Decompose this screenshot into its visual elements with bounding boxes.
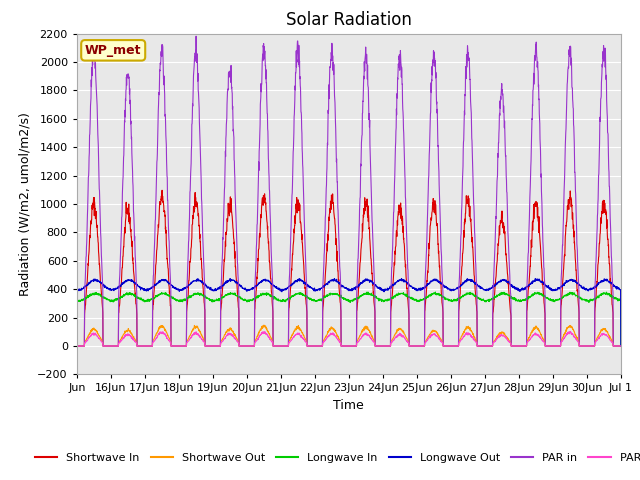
Longwave Out bbox=[127, 278, 135, 284]
Longwave In bbox=[381, 298, 389, 303]
Longwave Out bbox=[543, 283, 551, 289]
Shortwave Out bbox=[260, 322, 268, 328]
X-axis label: Time: Time bbox=[333, 399, 364, 412]
Longwave Out bbox=[245, 287, 253, 292]
PAR out bbox=[513, 343, 520, 349]
Text: WP_met: WP_met bbox=[85, 44, 141, 57]
Line: Shortwave Out: Shortwave Out bbox=[77, 325, 621, 346]
Shortwave Out bbox=[617, 343, 625, 349]
Shortwave In bbox=[245, 343, 253, 349]
Line: PAR in: PAR in bbox=[77, 36, 621, 346]
PAR in bbox=[513, 343, 520, 349]
Shortwave Out bbox=[73, 343, 81, 349]
Longwave Out bbox=[227, 276, 234, 281]
Shortwave In bbox=[609, 343, 617, 349]
PAR in bbox=[381, 343, 389, 349]
PAR out bbox=[244, 343, 252, 349]
PAR in bbox=[73, 343, 81, 349]
Longwave In bbox=[431, 289, 439, 295]
PAR in bbox=[127, 128, 135, 133]
Longwave Out bbox=[381, 286, 389, 292]
Shortwave In bbox=[73, 343, 81, 349]
Longwave Out bbox=[609, 284, 617, 289]
PAR out bbox=[617, 343, 625, 349]
Longwave Out bbox=[73, 287, 81, 293]
Shortwave In bbox=[381, 343, 389, 349]
PAR in bbox=[245, 343, 253, 349]
Longwave In bbox=[127, 290, 135, 296]
Longwave In bbox=[73, 298, 81, 303]
Title: Solar Radiation: Solar Radiation bbox=[286, 11, 412, 29]
PAR out bbox=[73, 343, 81, 349]
Longwave In bbox=[617, 343, 625, 349]
PAR out bbox=[566, 329, 574, 335]
PAR in bbox=[609, 343, 617, 349]
Shortwave In bbox=[617, 343, 625, 349]
Line: PAR out: PAR out bbox=[77, 332, 621, 346]
Line: Longwave In: Longwave In bbox=[77, 292, 621, 346]
Shortwave In bbox=[158, 187, 166, 193]
Shortwave Out bbox=[244, 343, 252, 349]
Shortwave In bbox=[127, 234, 135, 240]
Y-axis label: Radiation (W/m2, umol/m2/s): Radiation (W/m2, umol/m2/s) bbox=[19, 112, 32, 296]
PAR out bbox=[543, 343, 551, 349]
PAR out bbox=[381, 343, 389, 349]
Longwave In bbox=[543, 295, 551, 301]
PAR in bbox=[617, 343, 625, 349]
PAR out bbox=[609, 343, 617, 349]
Shortwave In bbox=[513, 343, 520, 349]
Longwave In bbox=[609, 295, 617, 301]
Shortwave Out bbox=[513, 343, 520, 349]
Longwave Out bbox=[513, 286, 520, 291]
Longwave Out bbox=[617, 343, 625, 349]
Line: Shortwave In: Shortwave In bbox=[77, 190, 621, 346]
Legend: Shortwave In, Shortwave Out, Longwave In, Longwave Out, PAR in, PAR out: Shortwave In, Shortwave Out, Longwave In… bbox=[31, 448, 640, 467]
Shortwave Out bbox=[609, 343, 617, 349]
PAR in bbox=[543, 343, 551, 349]
Shortwave Out bbox=[127, 331, 135, 336]
Line: Longwave Out: Longwave Out bbox=[77, 278, 621, 346]
PAR out bbox=[127, 333, 135, 339]
Longwave In bbox=[244, 299, 252, 304]
Shortwave Out bbox=[381, 343, 389, 349]
Shortwave In bbox=[543, 343, 551, 349]
PAR in bbox=[192, 33, 200, 39]
Shortwave Out bbox=[543, 343, 551, 349]
Longwave In bbox=[513, 297, 520, 303]
